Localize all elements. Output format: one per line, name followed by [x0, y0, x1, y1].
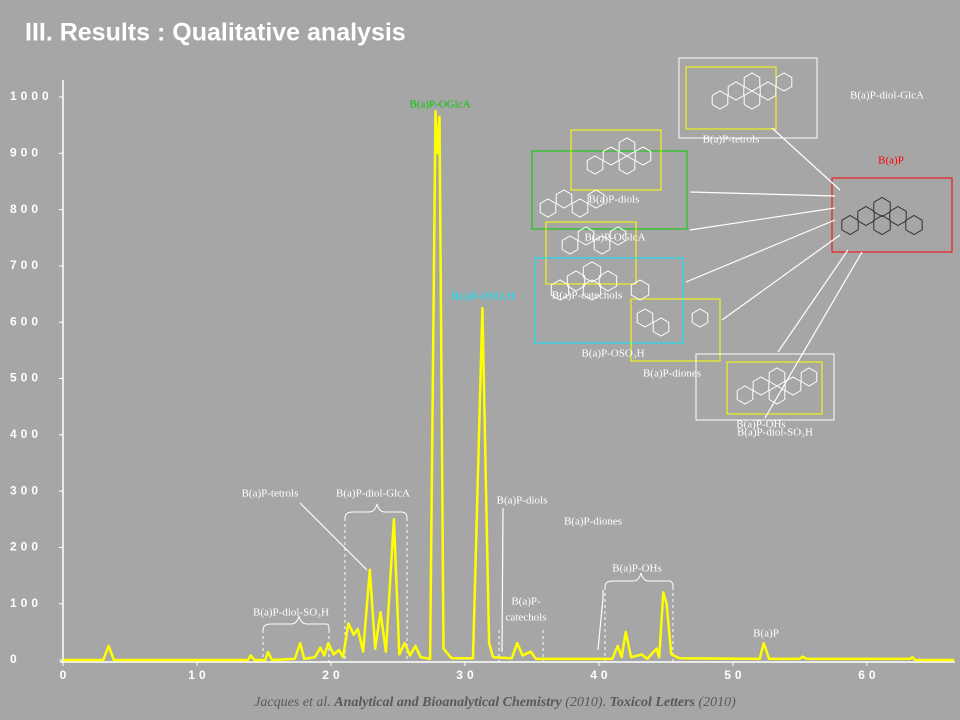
annotation: B(a)P-OGlcA: [584, 232, 645, 244]
arrow: [764, 251, 863, 419]
x-tick-label: 20: [322, 668, 343, 682]
molecule-ring: [905, 214, 923, 236]
structure-box: [534, 257, 684, 344]
annotation: B(a)P-OSO₃H: [581, 348, 644, 360]
arrow: [689, 207, 836, 231]
arrow: [771, 127, 841, 191]
citation-text: Analytical and Bioanalytical Chemistry: [333, 695, 562, 710]
annotation: B(a)P-diols: [497, 495, 548, 507]
brace: [604, 572, 674, 588]
molecule-ring: [618, 137, 636, 157]
y-tick-label: 200: [10, 540, 42, 554]
y-tick-label: 0: [10, 652, 21, 666]
y-tick-label: 900: [10, 145, 42, 159]
annotation: B(a)P-OHs: [612, 563, 662, 575]
annotation: B(a)P-OGlcA: [409, 99, 470, 111]
molecule-ring: [555, 189, 573, 209]
y-tick-label: 1000: [10, 89, 53, 103]
structure-box: [831, 177, 953, 253]
molecule-ring: [566, 270, 586, 292]
structure-box: [678, 57, 818, 139]
structure-box: [570, 129, 662, 191]
chromatogram-line: [63, 109, 954, 662]
molecule-ring: [550, 279, 570, 301]
citation-text: Jacques et al.: [254, 695, 334, 710]
annotation: B(a)P-OSO₃H: [451, 291, 514, 303]
annotation: B(a)P-OHs: [736, 419, 786, 431]
decor: [262, 57, 953, 662]
molecule-ring: [609, 226, 627, 246]
x-tick-label: 60: [858, 668, 879, 682]
x-tick-label: 50: [724, 668, 745, 682]
arrow: [685, 219, 836, 283]
annotation: B(a)P-diol-GlcA: [850, 90, 924, 102]
molecule-ring: [630, 279, 650, 301]
arrow: [597, 590, 604, 651]
annotation: B(a)P-diols: [589, 194, 640, 206]
arrow: [299, 502, 368, 571]
annotation: catechols: [506, 612, 547, 624]
x-tick-label: 10: [188, 668, 209, 682]
molecule-ring: [582, 261, 602, 283]
arrow: [777, 249, 849, 353]
annotation: B(a)P-diol-GlcA: [336, 488, 410, 500]
y-tick-label: 100: [10, 596, 42, 610]
arrow: [689, 191, 836, 197]
y-tick-label: 800: [10, 202, 42, 216]
molecule-ring: [652, 317, 670, 337]
citation: Jacques et al. Analytical and Bioanalyti…: [254, 695, 736, 710]
arrows: [299, 127, 863, 653]
annotation: B(a)P-tetrols: [242, 488, 299, 500]
annotation: B(a)P-: [511, 596, 541, 608]
brackets: [262, 518, 674, 662]
molecule-ring: [800, 367, 818, 387]
citation-text: (2010).: [562, 695, 610, 710]
molecule-ring: [743, 72, 761, 92]
annotation: B(a)P-tetrols: [703, 134, 760, 146]
annotation: B(a)P: [878, 155, 904, 167]
annotation: B(a)P-diol-SO₃H: [737, 427, 813, 439]
arrow: [721, 234, 841, 321]
x-tick-label: 40: [590, 668, 611, 682]
brace: [344, 503, 408, 519]
citation-text: (2010): [695, 695, 736, 710]
structure-box: [545, 221, 637, 285]
y-tick-label: 300: [10, 483, 42, 497]
arrow: [501, 507, 504, 653]
annotation: B(a)P: [753, 628, 779, 640]
y-tick-label: 700: [10, 258, 42, 272]
molecule-ring: [691, 308, 709, 328]
structure-box: [726, 361, 823, 415]
slide-title: III. Results : Qualitative analysis: [25, 19, 406, 47]
y-tick-label: 600: [10, 314, 42, 328]
x-tick-label: 30: [456, 668, 477, 682]
annotation: B(a)P-diones: [643, 368, 701, 380]
x-tick-label: 0: [60, 668, 71, 682]
y-tick-label: 400: [10, 427, 42, 441]
structure-box: [695, 353, 835, 421]
y-tick-label: 500: [10, 371, 42, 385]
structure-box: [630, 298, 721, 362]
brace: [262, 615, 330, 631]
molecule-ring: [873, 196, 891, 218]
molecule-ring: [775, 72, 793, 92]
molecule-ring: [577, 226, 595, 246]
annotation: B(a)P-diones: [564, 516, 622, 528]
molecule-ring: [598, 270, 618, 292]
chart: 0 100 200 300 400 500 600 700 800 900 1000 0 10 20 30 4…: [10, 89, 954, 682]
molecule-ring: [587, 189, 605, 209]
molecule-ring: [582, 279, 602, 301]
annotation: B(a)P-catechols: [552, 290, 622, 302]
structure-box: [685, 66, 777, 130]
molecule-ring: [636, 308, 654, 328]
annotation: B(a)P-diol-SO₃H: [253, 607, 329, 619]
molecule-ring: [768, 367, 786, 387]
structure-box: [531, 150, 688, 230]
citation-text: Toxicol Letters: [610, 695, 696, 710]
